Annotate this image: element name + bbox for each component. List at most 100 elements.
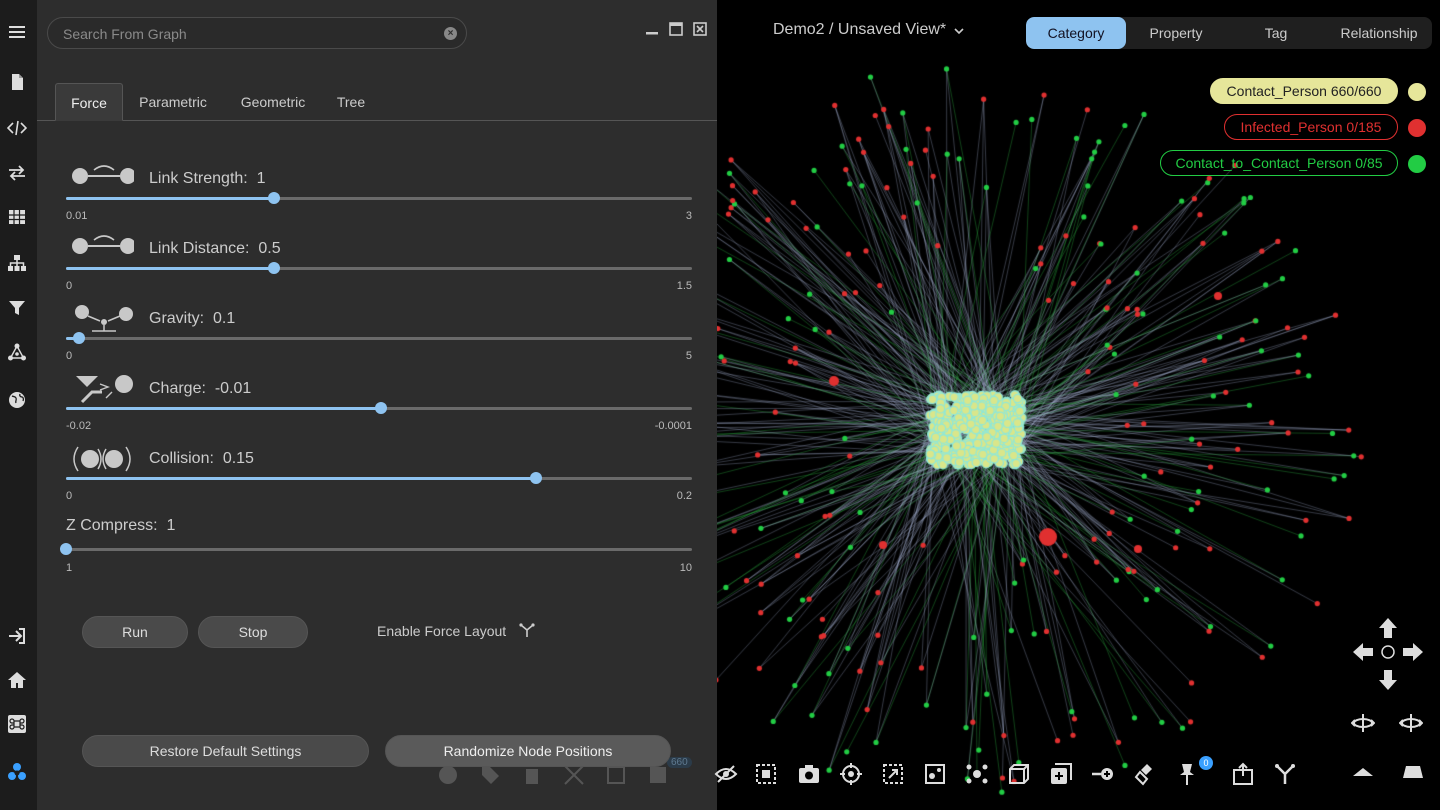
select-expand-icon[interactable] [881, 762, 905, 786]
slider-thumb[interactable] [60, 543, 72, 555]
select-neighbors-icon[interactable] [923, 762, 947, 786]
collision-icon [73, 446, 131, 472]
info-icon [439, 766, 457, 784]
tab-tree[interactable]: Tree [336, 94, 366, 110]
slider-thumb[interactable] [268, 262, 281, 274]
stop-button[interactable]: Stop [198, 616, 308, 648]
slider-track[interactable] [66, 332, 692, 344]
pan-down-icon[interactable] [1376, 668, 1400, 692]
chevron-down-icon[interactable] [953, 25, 965, 37]
slider-track[interactable] [66, 262, 692, 274]
slider-label: Charge: -0.01 [149, 380, 252, 397]
link-strength-icon [72, 165, 134, 184]
export-icon[interactable] [1231, 762, 1255, 786]
slider-max: 3 [685, 210, 692, 222]
slider-thumb[interactable] [268, 192, 281, 204]
segment-category[interactable]: Category [1026, 17, 1126, 49]
rotate-left-icon[interactable] [1351, 711, 1375, 735]
slider-min: 0 [66, 280, 73, 292]
slider-thumb[interactable] [529, 472, 542, 484]
hierarchy-icon[interactable] [5, 251, 29, 275]
category-switcher: Category Property Tag Relationship [1026, 17, 1432, 49]
segment-property[interactable]: Property [1149, 25, 1203, 41]
slider-max: 5 [685, 350, 692, 362]
tilt-up-icon[interactable] [1401, 760, 1425, 784]
network-icon[interactable] [5, 340, 29, 364]
segment-relationship[interactable]: Relationship [1340, 25, 1418, 41]
slider-track[interactable] [60, 543, 692, 555]
pin-icon[interactable] [1175, 762, 1199, 786]
home-icon[interactable] [5, 668, 29, 692]
search-input[interactable] [63, 24, 423, 44]
pan-left-icon[interactable] [1351, 640, 1375, 664]
add-edge-icon[interactable] [1091, 762, 1115, 786]
graph-canvas[interactable] [717, 0, 1440, 810]
swap-icon[interactable] [5, 161, 29, 185]
segment-tag[interactable]: Tag [1264, 25, 1288, 41]
maximize-icon[interactable] [669, 22, 683, 36]
reset-view-icon[interactable] [1376, 640, 1400, 664]
table-icon[interactable] [5, 205, 29, 229]
tilt-down-icon[interactable] [1351, 760, 1375, 784]
add-node-icon[interactable] [1049, 762, 1073, 786]
layout-panel: × Force Parametric Geometric Tree Link S… [37, 0, 717, 810]
trash-icon [526, 769, 538, 784]
layout-icon[interactable] [5, 760, 29, 784]
gravity-icon [75, 305, 133, 332]
slider-track[interactable] [66, 472, 692, 484]
legend-color-dot[interactable] [1408, 155, 1426, 173]
select-box-icon[interactable] [754, 762, 778, 786]
search-box[interactable]: × [47, 17, 467, 49]
slider-min: 0 [66, 350, 73, 362]
view-title[interactable]: Demo2 / Unsaved View* [773, 21, 947, 38]
logout-icon[interactable] [5, 624, 29, 648]
document-icon[interactable] [5, 70, 29, 94]
cube-icon[interactable] [1007, 762, 1031, 786]
menu-icon[interactable] [5, 20, 29, 44]
rotate-right-icon[interactable] [1399, 711, 1423, 735]
hide-icon[interactable] [714, 762, 738, 786]
enable-force-label: Enable Force Layout [377, 623, 507, 639]
legend-color-dot[interactable] [1408, 83, 1426, 101]
link-distance-icon [72, 235, 134, 254]
slider-min: 1 [66, 562, 73, 574]
camera-icon[interactable] [797, 762, 821, 786]
node-count-badge: 660 [667, 757, 692, 768]
command-icon[interactable] [5, 712, 29, 736]
minimize-icon[interactable] [645, 22, 659, 36]
slider-track[interactable] [66, 192, 692, 204]
code-icon[interactable] [5, 116, 29, 140]
legend-contact-to-contact-person[interactable]: Contact_to_Contact_Person 0/85 [1160, 150, 1398, 176]
brush-icon[interactable] [1133, 762, 1157, 786]
legend-contact-person[interactable]: Contact_Person 660/660 [1210, 78, 1398, 104]
force-layout-icon[interactable] [1273, 762, 1297, 786]
slider-min: -0.02 [66, 420, 92, 432]
slider-track[interactable] [66, 402, 692, 414]
tab-parametric[interactable]: Parametric [139, 94, 207, 110]
slider-thumb[interactable] [72, 332, 85, 344]
cluster-icon[interactable] [965, 762, 989, 786]
randomize-positions-button[interactable]: Randomize Node Positions [385, 735, 671, 767]
pan-right-icon[interactable] [1401, 640, 1425, 664]
slider-thumb[interactable] [374, 402, 387, 414]
slider-label: Gravity: 0.1 [149, 310, 236, 327]
icon-rail [0, 0, 37, 810]
clear-search-icon[interactable]: × [444, 27, 457, 40]
enable-force-toggle[interactable]: Enable Force Layout [377, 622, 536, 639]
tab-force[interactable]: Force [55, 83, 123, 121]
filter-icon[interactable] [5, 296, 29, 320]
run-button[interactable]: Run [82, 616, 188, 648]
slider-max: 0.2 [676, 490, 692, 502]
tab-divider [37, 120, 717, 121]
restore-defaults-button[interactable]: Restore Default Settings [82, 735, 369, 767]
focus-icon[interactable] [839, 762, 863, 786]
graph-view[interactable]: Demo2 / Unsaved View* Category Property … [714, 0, 1440, 810]
legend-infected-person[interactable]: Infected_Person 0/185 [1224, 114, 1398, 140]
pan-up-icon[interactable] [1376, 616, 1400, 640]
tab-geometric[interactable]: Geometric [240, 94, 306, 110]
close-icon[interactable] [693, 22, 707, 36]
slider-max: -0.0001 [654, 420, 692, 432]
legend-color-dot[interactable] [1408, 119, 1426, 137]
globe-icon[interactable] [5, 388, 29, 412]
contrast-icon [650, 767, 666, 783]
